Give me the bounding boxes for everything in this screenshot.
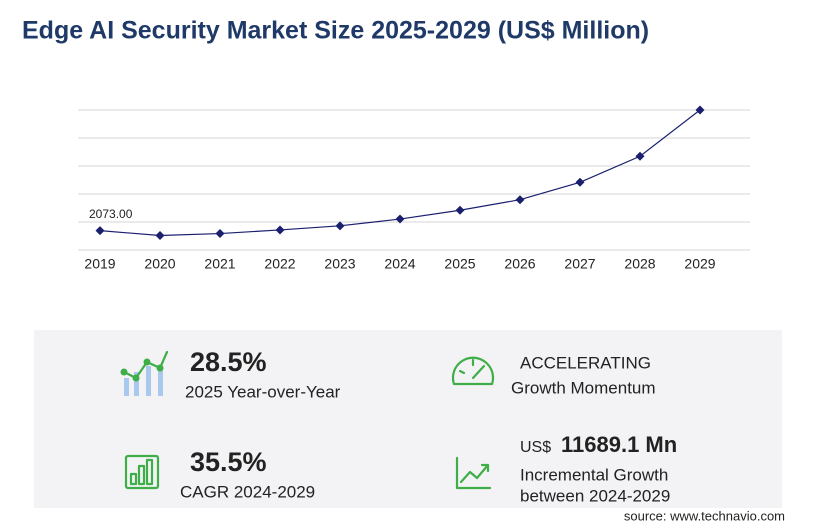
point [215, 229, 225, 239]
stat-label: CAGR 2024-2029 [180, 482, 315, 501]
data-label: 2073.00 [89, 207, 133, 221]
bars-icon [124, 454, 160, 490]
point [635, 151, 645, 161]
point [155, 230, 165, 240]
point [335, 221, 345, 231]
point [515, 195, 525, 205]
stat-value: 11689.1 Mn [561, 432, 677, 457]
stat-unit: US$ [520, 439, 551, 456]
x-tick-label: 2025 [444, 256, 475, 272]
grid [78, 109, 750, 251]
stat-label: between 2024-2029 [520, 486, 670, 505]
x-tick-label: 2026 [504, 256, 535, 272]
stat-label: 2025 Year-over-Year [185, 382, 341, 401]
point [395, 214, 405, 224]
stat-label: Incremental Growth [520, 465, 668, 484]
x-tick-label: 2024 [384, 256, 415, 272]
point [455, 205, 465, 215]
x-tick-label: 2029 [684, 256, 715, 272]
point [275, 225, 285, 235]
stat-value: ACCELERATING [520, 353, 651, 372]
x-tick-label: 2023 [324, 256, 355, 272]
point [695, 105, 705, 115]
plot: 2019 2020 2021 2022 2023 2024 2025 2026 2027 2028… [84, 105, 716, 272]
source: source: www.technavio.com [624, 508, 785, 523]
point [575, 177, 585, 187]
x-tick-label: 2027 [564, 256, 595, 272]
gauge-icon [451, 356, 495, 386]
stat-value: 35.5% [190, 447, 267, 477]
point [95, 226, 105, 236]
chart-title: Edge AI Security Market Size 2025-2029 (… [22, 17, 649, 45]
x-tick-label: 2020 [144, 256, 175, 272]
stat-value: 28.5% [190, 347, 267, 377]
trend-icon [455, 456, 492, 490]
stat-label: Growth Momentum [511, 378, 656, 397]
x-tick-label: 2019 [84, 256, 115, 272]
growth-icon [120, 350, 169, 396]
x-tick-label: 2022 [264, 256, 295, 272]
x-tick-label: 2021 [204, 256, 235, 272]
x-tick-label: 2028 [624, 256, 655, 272]
